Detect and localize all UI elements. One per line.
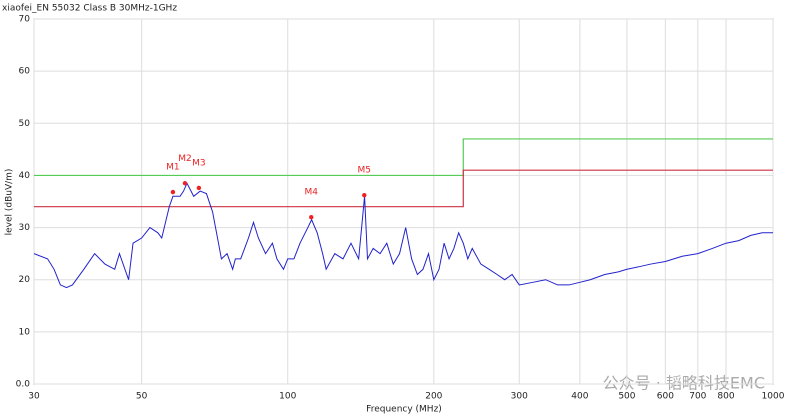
y-tick-label: 40 [19, 171, 31, 181]
y-axis-label: level (dBuV/m) [5, 169, 15, 236]
x-tick-label: 800 [717, 392, 734, 402]
x-axis-label: Frequency (MHz) [366, 405, 442, 415]
marker-label: M3 [192, 158, 206, 168]
y-tick-label: 0.0 [16, 380, 31, 390]
y-tick-label: 70 [19, 15, 31, 25]
x-tick-label: 30 [28, 392, 40, 402]
limit-line [34, 138, 773, 177]
x-tick-label: 500 [618, 392, 635, 402]
x-tick-label: 200 [425, 392, 442, 402]
marker-point [309, 214, 314, 220]
marker-point [196, 185, 202, 191]
y-tick-label: 60 [19, 67, 31, 77]
plot-area [33, 18, 774, 385]
x-tick-label: 600 [657, 392, 674, 402]
y-tick-label: 30 [19, 223, 31, 233]
limit-line [34, 169, 773, 208]
marker-point [170, 189, 176, 195]
x-tick-label: 100 [279, 392, 296, 402]
marker-label: M4 [304, 188, 318, 198]
x-tick-label: 400 [571, 392, 588, 402]
marker-point [182, 181, 188, 186]
x-tick-label: 50 [136, 392, 148, 402]
watermark: 公众号 · 韬略科技EMC [603, 374, 765, 393]
marker-label: M2 [178, 154, 192, 164]
x-tick-label: 300 [511, 392, 528, 402]
y-tick-label: 50 [19, 119, 31, 129]
x-tick-label: 700 [689, 392, 706, 402]
x-tick-label: 1000 [762, 392, 785, 402]
y-tick-label: 10 [19, 327, 31, 337]
y-tick-label: 20 [19, 275, 31, 285]
trace-line [33, 182, 773, 289]
marker-point [362, 193, 367, 198]
marker-label: M5 [358, 166, 372, 176]
chart-title: xiaofei_EN 55032 Class B 30MHz-1GHz [2, 4, 177, 14]
marker-label: M1 [166, 163, 180, 173]
